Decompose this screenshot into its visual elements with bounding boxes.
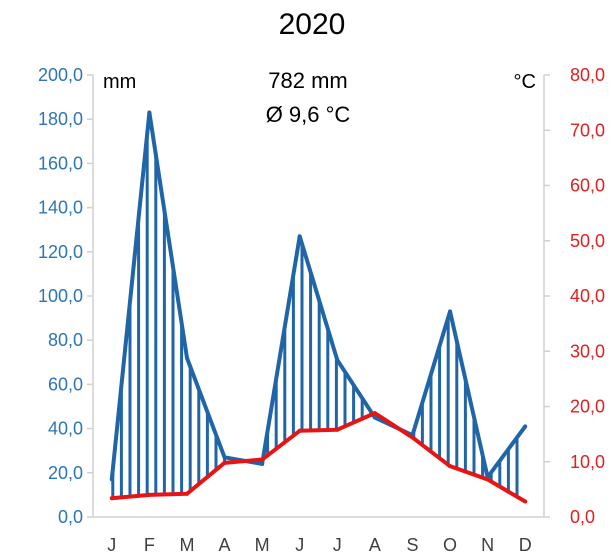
precipitation-point (222, 455, 227, 460)
x-tick-label: J (295, 535, 304, 555)
precipitation-line (109, 110, 527, 480)
precipitation-point (109, 477, 114, 482)
right-axis-ticks: 0,0 10,0 20,0 30,0 40,0 50,0 60,0 70,0 80,0 (544, 65, 605, 527)
temperature-point (147, 492, 152, 497)
left-tick-label: 120,0 (38, 242, 83, 262)
right-axis-unit: °C (514, 71, 536, 93)
temperature-point (184, 491, 189, 496)
temperature-point (109, 496, 114, 501)
x-tick-label: F (144, 535, 155, 555)
temperature-point (297, 428, 302, 433)
x-tick-label: A (219, 535, 231, 555)
temperature-point (448, 464, 453, 469)
temperature-line (111, 411, 527, 504)
left-tick-label: 0,0 (58, 507, 83, 527)
x-tick-label: N (481, 535, 494, 555)
temperature-point (372, 411, 377, 416)
left-axis-ticks: 0,0 20,0 40,0 60,0 80,0 100,0 120,0 140,0 160,0 1… (38, 65, 93, 527)
precipitation-point (184, 355, 189, 360)
x-tick-label: S (406, 535, 418, 555)
left-tick-label: 140,0 (38, 198, 83, 218)
precipitation-point (523, 424, 528, 429)
temperature-point (260, 457, 265, 462)
left-tick-label: 100,0 (38, 286, 83, 306)
left-tick-label: 20,0 (48, 463, 83, 483)
right-tick-label: 70,0 (570, 120, 605, 140)
x-tick-label: A (369, 535, 381, 555)
x-tick-label: M (179, 535, 194, 555)
precipitation-point (448, 309, 453, 314)
right-tick-label: 10,0 (570, 452, 605, 472)
left-tick-label: 80,0 (48, 330, 83, 350)
x-tick-label: M (255, 535, 270, 555)
x-tick-label: D (519, 535, 532, 555)
left-tick-label: 60,0 (48, 374, 83, 394)
left-tick-label: 40,0 (48, 419, 83, 439)
temperature-point (485, 477, 490, 482)
precipitation-point (297, 234, 302, 239)
annotation-total-precipitation: 782 mm (268, 68, 347, 93)
right-tick-label: 30,0 (570, 341, 605, 361)
right-tick-label: 80,0 (570, 65, 605, 85)
right-tick-label: 60,0 (570, 176, 605, 196)
precipitation-point (147, 110, 152, 115)
left-axis-unit: mm (103, 71, 136, 93)
right-tick-label: 50,0 (570, 231, 605, 251)
x-tick-label: O (443, 535, 457, 555)
x-tick-label: J (107, 535, 116, 555)
temperature-point (410, 435, 415, 440)
x-tick-label: J (333, 535, 342, 555)
chart-title: 2020 (279, 8, 346, 41)
precipitation-hatch (111, 133, 519, 499)
temperature-point (222, 460, 227, 465)
left-tick-label: 200,0 (38, 65, 83, 85)
temperature-point (523, 499, 528, 504)
temperature-point (335, 427, 340, 432)
right-tick-label: 40,0 (570, 286, 605, 306)
series (109, 110, 528, 504)
right-tick-label: 20,0 (570, 397, 605, 417)
left-tick-label: 180,0 (38, 109, 83, 129)
precipitation-point (260, 461, 265, 466)
precipitation-point (372, 415, 377, 420)
precipitation-point (335, 358, 340, 363)
left-tick-label: 160,0 (38, 153, 83, 173)
annotation-mean-temperature: Ø 9,6 °C (266, 102, 351, 127)
right-tick-label: 0,0 (570, 507, 595, 527)
